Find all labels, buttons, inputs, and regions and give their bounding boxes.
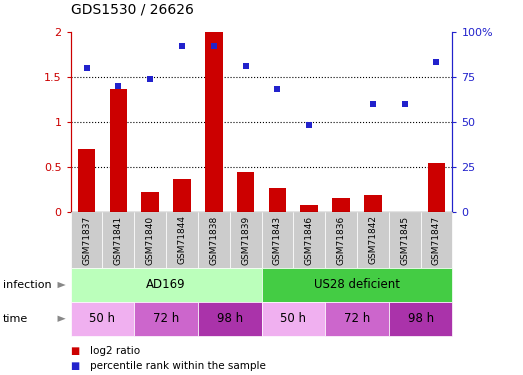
Bar (364, 195, 382, 212)
Text: GSM71841: GSM71841 (114, 215, 123, 265)
Bar (237, 172, 254, 212)
Bar (78, 149, 95, 212)
Text: GSM71836: GSM71836 (336, 215, 346, 265)
Bar (110, 88, 127, 212)
Text: 50 h: 50 h (280, 312, 306, 325)
Text: time: time (3, 314, 28, 324)
Bar (141, 192, 159, 212)
Bar (428, 163, 445, 212)
Bar (269, 188, 286, 212)
Text: US28 deficient: US28 deficient (314, 279, 400, 291)
Text: 98 h: 98 h (407, 312, 434, 325)
Text: AD169: AD169 (146, 279, 186, 291)
Text: log2 ratio: log2 ratio (90, 346, 141, 355)
Text: GDS1530 / 26626: GDS1530 / 26626 (71, 3, 194, 17)
Text: 72 h: 72 h (344, 312, 370, 325)
Text: GSM71837: GSM71837 (82, 215, 91, 265)
Bar (173, 180, 191, 212)
Text: ■: ■ (71, 346, 80, 355)
Text: ■: ■ (71, 361, 80, 370)
Text: GSM71840: GSM71840 (145, 215, 155, 265)
Text: 72 h: 72 h (153, 312, 179, 325)
Text: GSM71846: GSM71846 (305, 215, 314, 265)
Text: GSM71847: GSM71847 (432, 215, 441, 265)
Bar (205, 32, 222, 212)
Text: GSM71838: GSM71838 (209, 215, 218, 265)
Text: GSM71843: GSM71843 (273, 215, 282, 265)
Bar (301, 205, 318, 212)
Text: 50 h: 50 h (89, 312, 116, 325)
Text: percentile rank within the sample: percentile rank within the sample (90, 361, 266, 370)
Text: 98 h: 98 h (217, 312, 243, 325)
Text: GSM71845: GSM71845 (400, 215, 409, 265)
Text: GSM71844: GSM71844 (177, 216, 187, 264)
Bar (332, 198, 350, 212)
Text: GSM71839: GSM71839 (241, 215, 250, 265)
Text: infection: infection (3, 280, 51, 290)
Text: GSM71842: GSM71842 (368, 216, 378, 264)
